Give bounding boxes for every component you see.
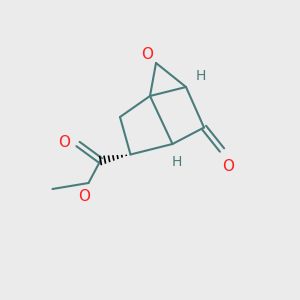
Text: H: H	[172, 155, 182, 169]
Text: H: H	[196, 70, 206, 83]
Text: O: O	[222, 159, 234, 174]
Text: O: O	[141, 46, 153, 62]
Text: O: O	[78, 189, 90, 204]
Text: O: O	[58, 135, 70, 150]
